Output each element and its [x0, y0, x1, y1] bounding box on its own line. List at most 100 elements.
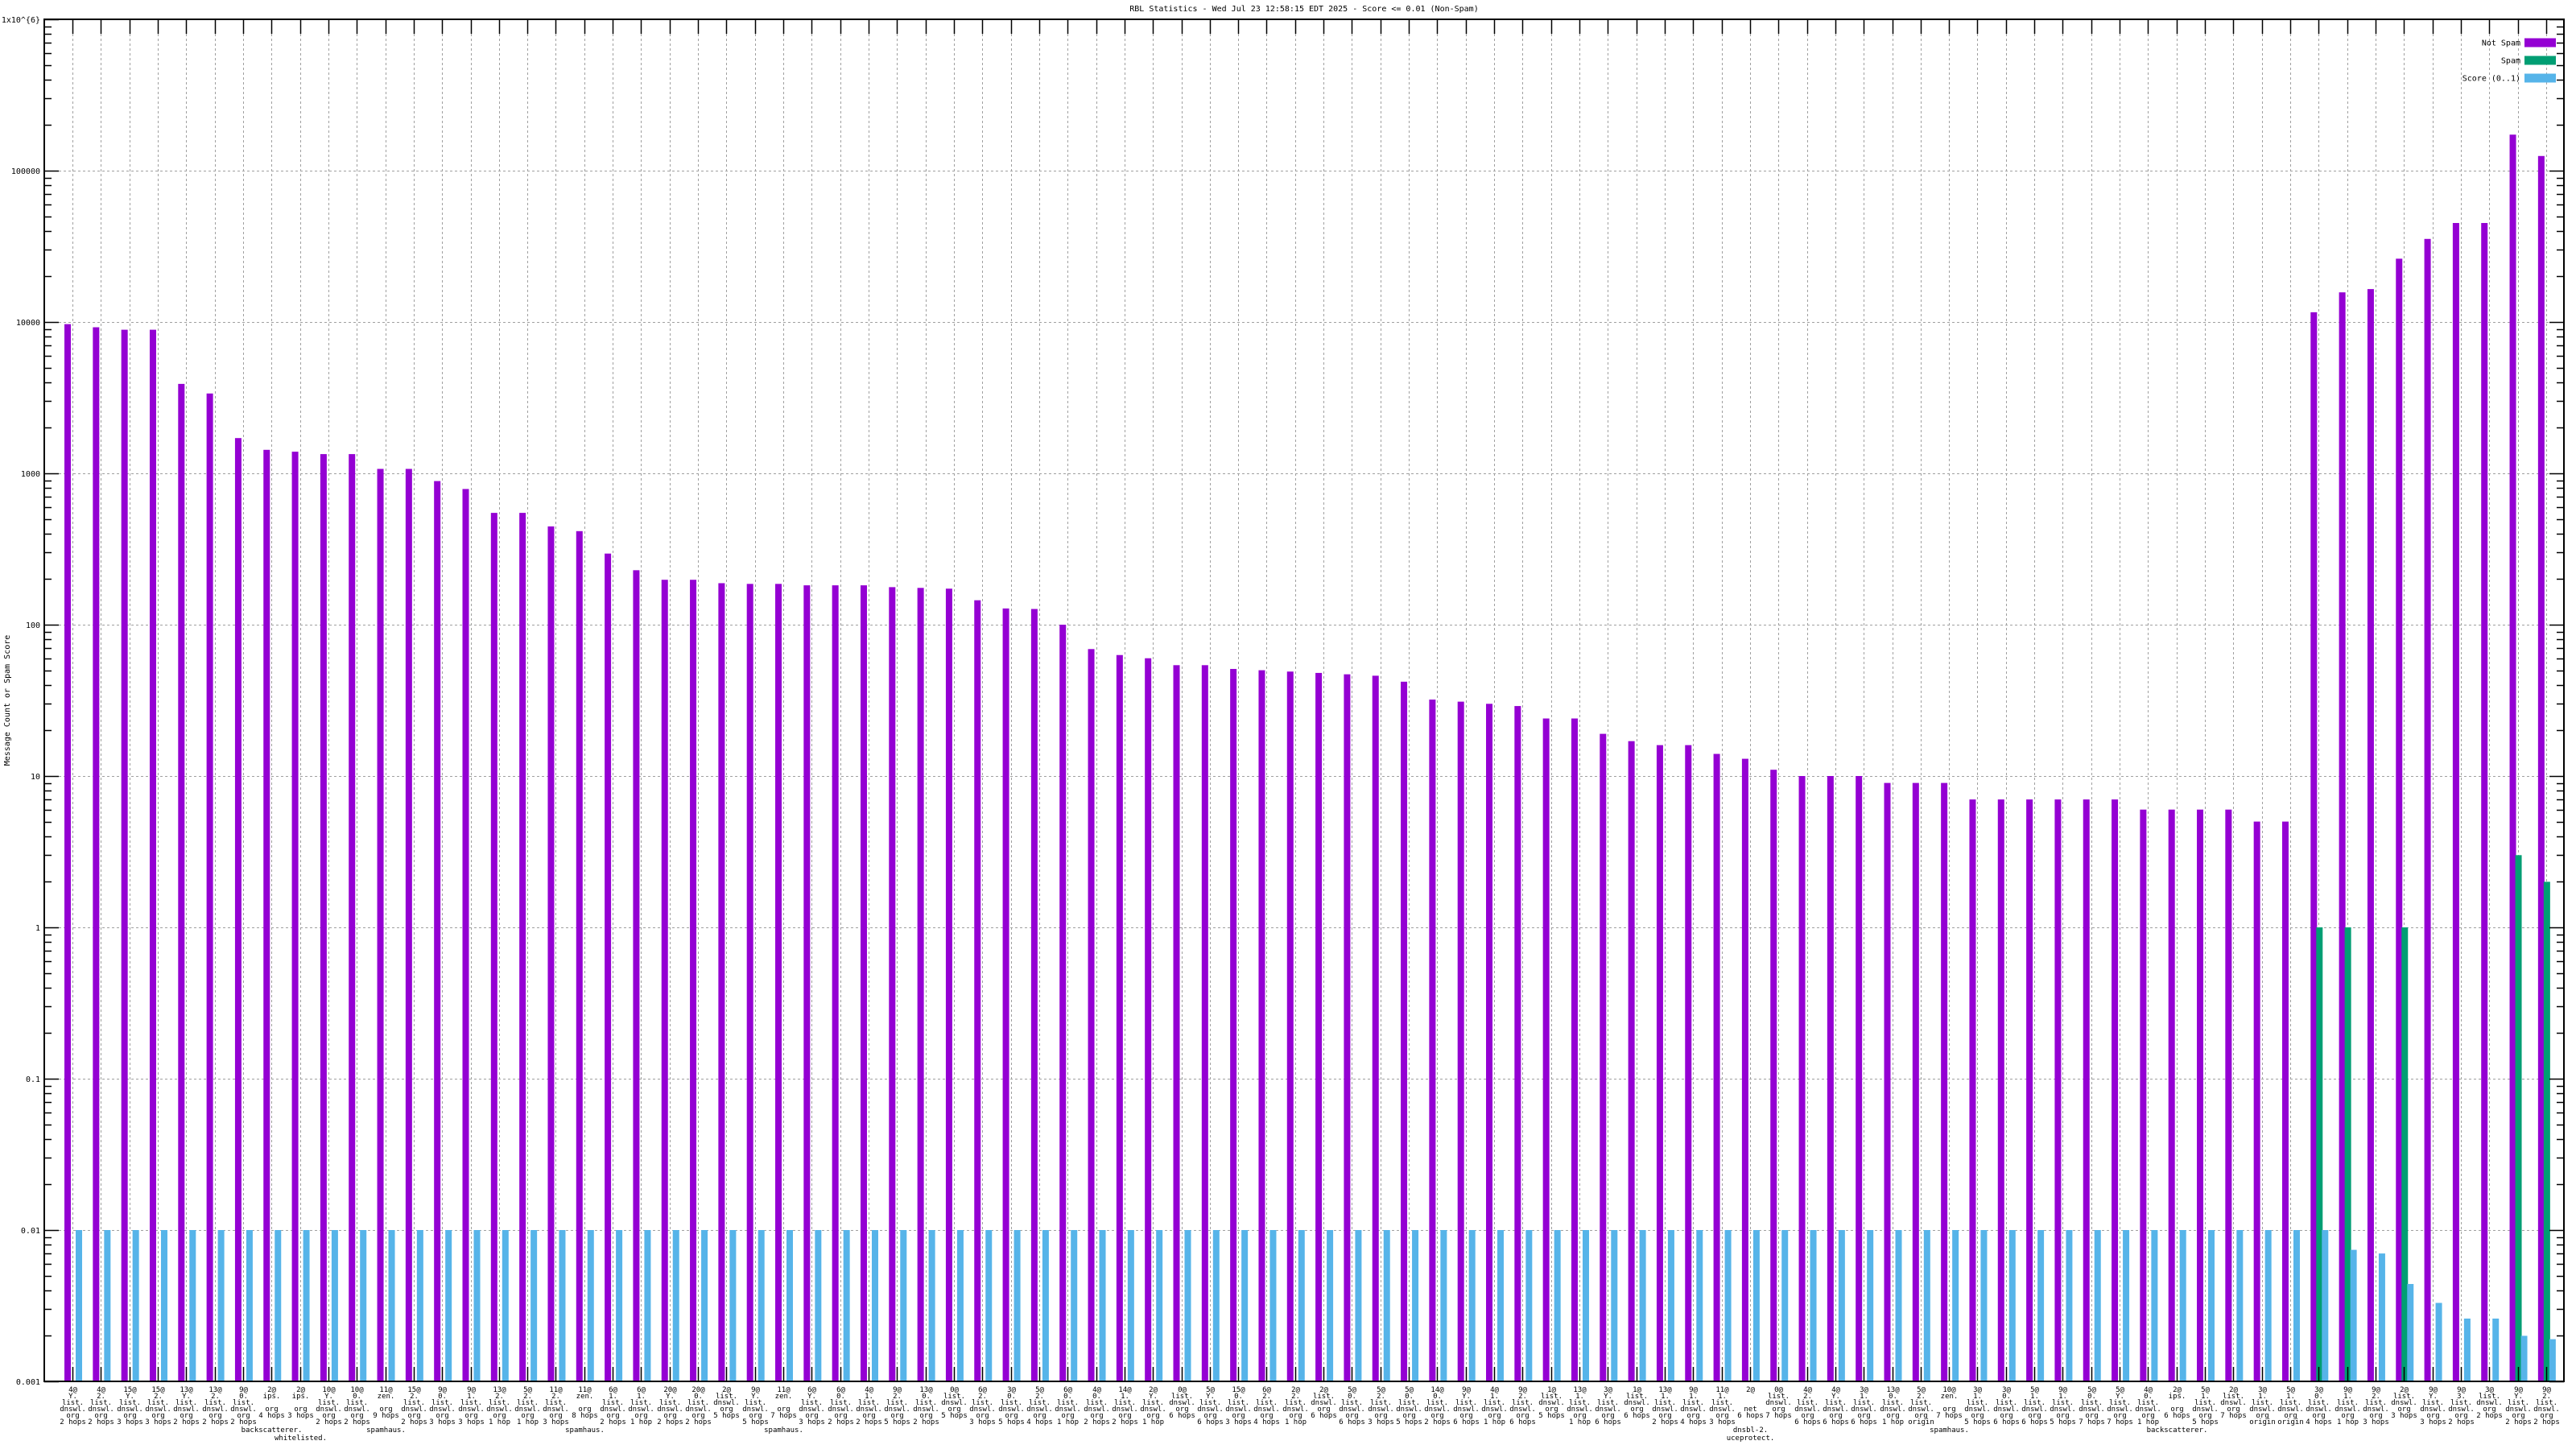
x-tick-label-line: 5@ — [1206, 1386, 1215, 1394]
x-tick-label-line: 0. — [1405, 1393, 1414, 1401]
x-tick-label-line: list. — [1398, 1399, 1420, 1407]
x-tick-label-line: dnswl. — [543, 1406, 569, 1414]
x-tick-label: 15@ Y. list. dnswl. org 3 hops — [117, 1386, 143, 1426]
x-tick-label-line: origin — [1908, 1418, 1934, 1426]
x-tick-label-line: org — [663, 1412, 676, 1420]
x-tick-label-line: 15@ — [1232, 1386, 1245, 1394]
x-tick-label-line: 5@ — [523, 1386, 532, 1394]
x-tick-label-line: dnswl. — [1509, 1406, 1536, 1414]
x-tick-label-line: 2 hops — [344, 1418, 370, 1426]
x-tick-label-line: org — [919, 1412, 932, 1420]
x-tick-label-line: 9@ — [2372, 1386, 2380, 1394]
not-spam-bar — [490, 513, 497, 1381]
score-bar — [1013, 1230, 1021, 1381]
x-tick-label-line: dnswl. — [429, 1406, 456, 1414]
not-spam-bar — [1372, 675, 1379, 1381]
not-spam-bar — [377, 469, 384, 1381]
x-tick-label-line: dnswl. — [1140, 1406, 1166, 1414]
x-tick-label-line: 5@ — [1377, 1386, 1385, 1394]
x-tick-label-line: 6@ — [978, 1386, 987, 1394]
x-tick-label-line: org — [1801, 1412, 1814, 1420]
x-tick-label-line: 1 hop — [2137, 1418, 2159, 1426]
not-spam-bar — [889, 587, 896, 1381]
x-tick-label-line: 2@ — [1319, 1386, 1328, 1394]
x-tick-label: 2@ Y. list. dnswl. org 1 hop — [1140, 1386, 1166, 1426]
x-tick-label-line: list. — [1711, 1399, 1733, 1407]
x-tick-label-line: 3@ — [1860, 1386, 1868, 1394]
x-tick-label-line: dnswl. — [2220, 1399, 2247, 1407]
x-tick-label-line: zen. — [378, 1393, 395, 1401]
x-tick-label: 11@ 1. list. dnswl. org 3 hops — [1709, 1386, 1736, 1426]
x-tick-label-line: org — [549, 1412, 562, 1420]
x-tick-label-line: 7 hops — [1765, 1412, 1792, 1420]
not-spam-bar — [2509, 134, 2516, 1382]
x-tick-label-line: 6 hops — [1851, 1418, 1877, 1426]
x-tick-label-line: dnswl. — [1169, 1399, 1195, 1407]
x-tick-label-line: 5 hops — [941, 1412, 968, 1420]
legend-swatch — [2524, 73, 2556, 83]
x-tick-label-line: 0. — [2314, 1393, 2323, 1401]
x-tick-label-line: 6 hops — [1169, 1412, 1195, 1420]
x-tick-label-line: list. — [972, 1399, 993, 1407]
not-spam-bar — [178, 383, 185, 1381]
x-tick-label-line: 4 hops — [2306, 1418, 2332, 1426]
not-spam-bar — [1315, 672, 1323, 1381]
x-tick-label-line: dnswl. — [88, 1406, 114, 1414]
x-tick-label-line: 3 hops — [799, 1418, 825, 1426]
not-spam-bar — [775, 584, 782, 1381]
score-bar — [2378, 1253, 2385, 1381]
x-tick-label-line: list. — [745, 1399, 766, 1407]
x-tick-label-line: 5@ — [2201, 1386, 2210, 1394]
x-tick-label-line: 7 hops — [770, 1412, 797, 1420]
not-spam-bar — [2054, 799, 2062, 1381]
axes — [43, 19, 2565, 1383]
x-tick-label-line: org — [350, 1412, 363, 1420]
x-tick-label-line: Y. — [2116, 1393, 2124, 1401]
x-tick-label-line: 5 hops — [713, 1412, 740, 1420]
x-tick-label-line: org — [1146, 1412, 1159, 1420]
not-spam-bar — [405, 469, 412, 1381]
x-tick-label-line: org — [1459, 1412, 1472, 1420]
x-tick-label-line: 2. — [551, 1393, 560, 1401]
x-tick-label-line: 0. — [1007, 1393, 1016, 1401]
x-tick-label-line: org — [1090, 1412, 1103, 1420]
x-tick-label-line: org — [2000, 1412, 2013, 1420]
not-spam-bar — [1059, 625, 1067, 1381]
not-spam-bar — [1201, 665, 1208, 1381]
x-tick-label-line: org — [180, 1412, 192, 1420]
x-tick-label-line: list. — [1682, 1399, 1704, 1407]
x-tick-label-line: dnswl. — [2334, 1406, 2361, 1414]
x-tick-label-line: 2@ — [2400, 1386, 2409, 1394]
x-tick-label-line: 20@ — [691, 1386, 705, 1394]
spam-bar — [2543, 881, 2550, 1381]
x-tick-label-line: list. — [2450, 1399, 2472, 1407]
x-tick-label-line: 3 hops — [1368, 1418, 1394, 1426]
x-tick-label-line: list. — [2479, 1393, 2500, 1401]
x-tick-label-line: net — [1744, 1406, 1757, 1414]
not-spam-bar — [1457, 701, 1464, 1381]
x-tick-label-line: 2@ — [2229, 1386, 2238, 1394]
x-tick-label-line: 2@ — [1149, 1386, 1158, 1394]
x-tick-label-line: list. — [1341, 1399, 1363, 1407]
x-tick-label-line: org — [2028, 1412, 2041, 1420]
x-tick-label-line: 2 hops — [2505, 1418, 2532, 1426]
x-tick-label-line: list. — [489, 1399, 510, 1407]
score-bar — [1412, 1230, 1419, 1381]
x-tick-label-line: 1. — [609, 1393, 617, 1401]
x-tick-label-line: list. — [403, 1399, 425, 1407]
x-tick-label-line: dnswl. — [1481, 1406, 1508, 1414]
x-tick-label: 4@ 0. list. dnswl. org 1 hop — [2135, 1386, 2161, 1426]
x-tick-label: 6@ 2. list. dnswl. org 3 hops — [969, 1386, 996, 1426]
score-bar — [1468, 1230, 1476, 1381]
x-tick-label: 5@ 2. list. dnswl. org 3 hops — [1368, 1386, 1394, 1426]
x-tick-label-line: 0. — [2144, 1393, 2153, 1401]
x-tick-label-line: 5 hops — [884, 1418, 910, 1426]
x-tick-label-line: org — [2397, 1406, 2410, 1414]
score-bar — [2264, 1230, 2272, 1381]
x-tick-label-line: dnswl. — [2476, 1399, 2503, 1407]
x-tick-label-line: spamhaus. — [764, 1426, 803, 1435]
x-tick-label-line: list. — [1029, 1399, 1051, 1407]
x-tick-label-line: 5@ — [2116, 1386, 2124, 1394]
x-tick-label-line: dnswl. — [1197, 1406, 1224, 1414]
